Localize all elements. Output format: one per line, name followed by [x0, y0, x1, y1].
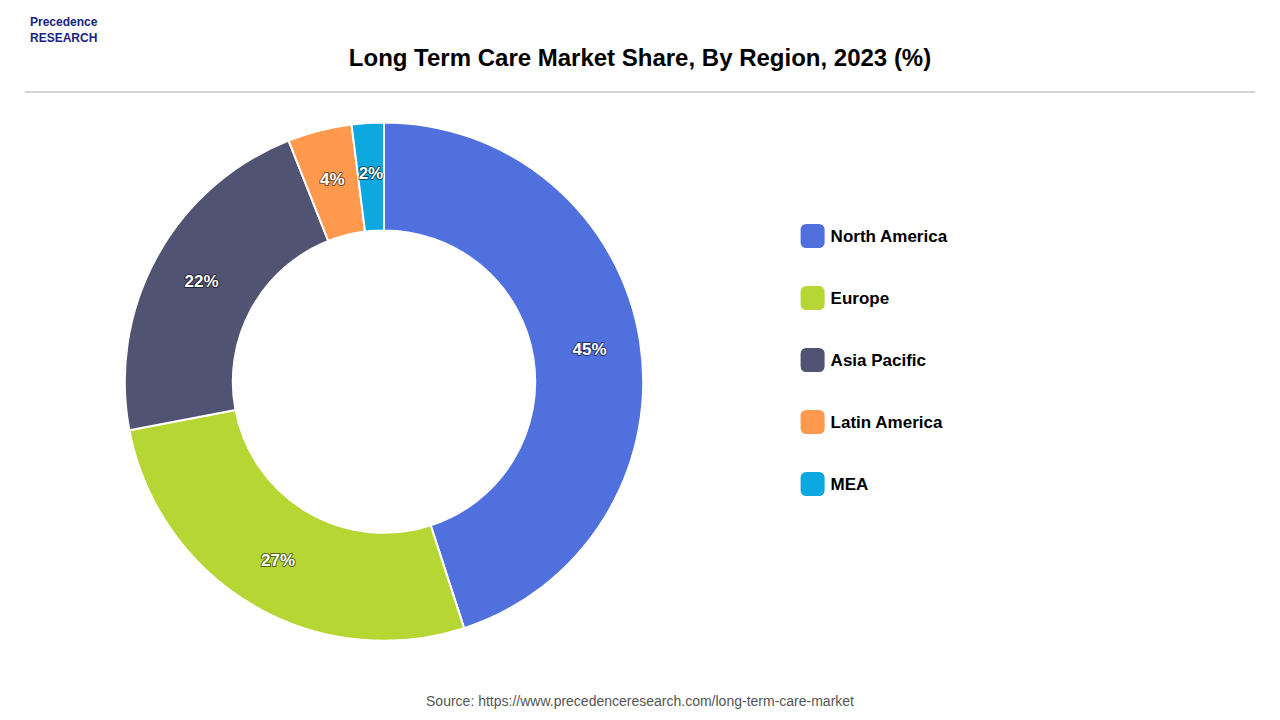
svg-text:Europe: Europe — [831, 289, 890, 308]
svg-text:4%: 4% — [320, 170, 345, 189]
svg-text:Long Term Care Market Share, B: Long Term Care Market Share, By Region, … — [349, 44, 931, 71]
svg-text:Latin America: Latin America — [831, 413, 943, 432]
svg-text:22%: 22% — [185, 272, 219, 291]
svg-text:Precedence: Precedence — [30, 15, 98, 29]
svg-text:Asia Pacific: Asia Pacific — [831, 351, 926, 370]
svg-text:2%: 2% — [359, 164, 384, 183]
svg-text:MEA: MEA — [831, 475, 869, 494]
svg-text:Source: https://www.precedence: Source: https://www.precedenceresearch.c… — [426, 693, 854, 709]
svg-text:45%: 45% — [573, 340, 607, 359]
svg-text:North America: North America — [831, 227, 948, 246]
svg-text:27%: 27% — [261, 551, 295, 570]
svg-text:RESEARCH: RESEARCH — [30, 31, 97, 45]
